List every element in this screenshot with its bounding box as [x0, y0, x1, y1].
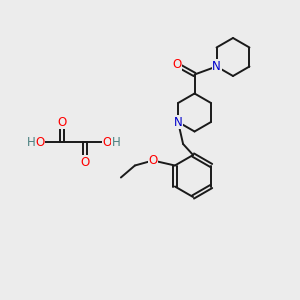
Text: O: O	[148, 154, 158, 167]
Text: H: H	[27, 136, 35, 148]
Text: O: O	[102, 136, 112, 148]
Text: O: O	[80, 155, 90, 169]
Text: O: O	[57, 116, 67, 128]
Text: O: O	[35, 136, 45, 148]
Text: N: N	[174, 116, 182, 128]
Text: H: H	[112, 136, 120, 148]
Text: O: O	[172, 58, 181, 71]
Text: N: N	[212, 60, 221, 73]
